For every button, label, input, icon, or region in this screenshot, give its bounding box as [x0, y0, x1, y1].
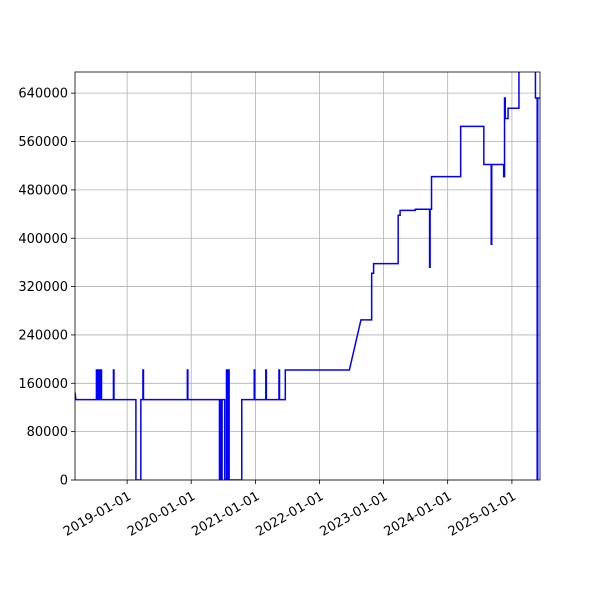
series-line-0 [75, 72, 540, 480]
y-tick-label: 160000 [18, 377, 68, 392]
y-axis: 0 80000 160000 240000 320000 400000 480000 5600… [18, 87, 75, 489]
plot-frame [74, 71, 541, 481]
series-layer [75, 72, 540, 480]
y-tick-label: 640000 [18, 87, 68, 102]
y-tick-label: 0 [60, 474, 68, 489]
y-tick-label: 480000 [18, 183, 68, 198]
y-tick-label: 240000 [18, 328, 68, 343]
y-tick-label: 80000 [27, 425, 68, 440]
y-tick-label: 400000 [18, 232, 68, 247]
y-tick-label: 560000 [18, 135, 68, 150]
y-tick-label: 320000 [18, 280, 68, 295]
